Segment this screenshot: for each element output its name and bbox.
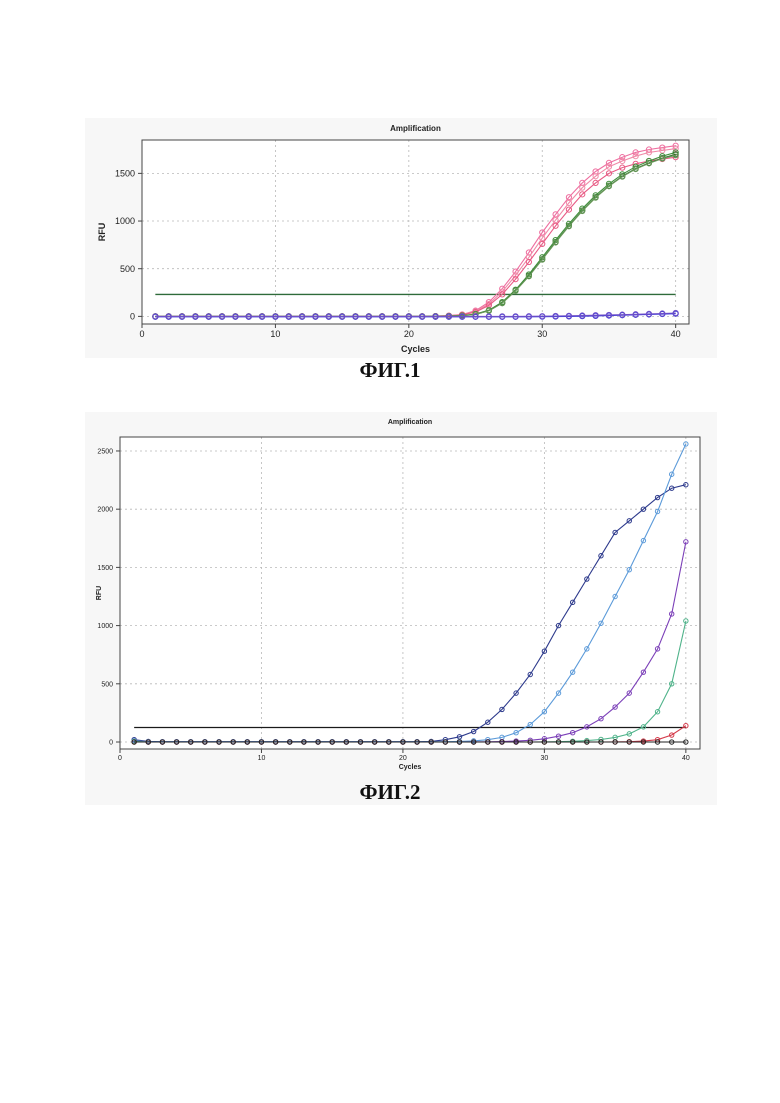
y-axis-label: RFU xyxy=(96,586,103,600)
figure-1: Amplification 0 10 20 30 40 0 500 1000 1500 Cycles… xyxy=(85,118,717,358)
plot-area xyxy=(120,437,700,749)
chart-title: Amplification xyxy=(388,419,432,426)
y-tick-label: 1500 xyxy=(115,169,135,179)
y-tick-label: 2000 xyxy=(97,507,113,514)
y-axis-label: RFU xyxy=(97,223,107,242)
amplification-chart-2: Amplification 0 10 20 30 40 0 500 1000 1500 2000 25… xyxy=(85,412,717,805)
x-tick-label: 10 xyxy=(270,329,280,339)
x-tick-label: 40 xyxy=(671,329,681,339)
chart-title: Amplification xyxy=(390,124,441,133)
x-tick-label: 30 xyxy=(537,329,547,339)
y-tick-label: 1000 xyxy=(97,623,113,630)
figure-1-caption: ФИГ.1 xyxy=(0,358,780,383)
y-tick-label: 1500 xyxy=(97,565,113,572)
y-tick-label: 0 xyxy=(109,739,113,746)
y-tick-label: 500 xyxy=(101,681,113,688)
x-tick-label: 0 xyxy=(139,329,144,339)
x-tick-label: 40 xyxy=(682,755,690,762)
x-axis-label: Cycles xyxy=(399,764,422,771)
amplification-chart-1: Amplification 0 10 20 30 40 0 500 1000 1500 Cycles… xyxy=(85,118,717,358)
x-tick-label: 10 xyxy=(258,755,266,762)
y-tick-label: 2500 xyxy=(97,448,113,455)
x-tick-label: 20 xyxy=(399,755,407,762)
y-tick-label: 0 xyxy=(130,312,135,322)
figure-2: Amplification 0 10 20 30 40 0 500 1000 1500 2000 25… xyxy=(85,412,717,805)
x-tick-label: 20 xyxy=(404,329,414,339)
figure-2-caption: ФИГ.2 xyxy=(0,780,780,805)
x-axis-label: Cycles xyxy=(401,344,430,354)
x-tick-label: 0 xyxy=(118,755,122,762)
y-tick-label: 500 xyxy=(120,264,135,274)
y-tick-label: 1000 xyxy=(115,216,135,226)
x-tick-label: 30 xyxy=(540,755,548,762)
